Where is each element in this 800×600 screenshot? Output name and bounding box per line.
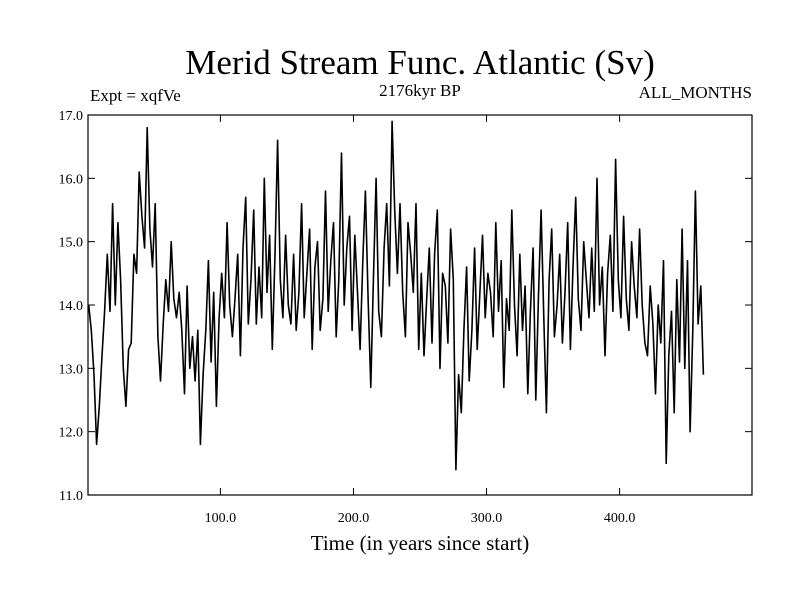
x-tick-label: 200.0 — [338, 511, 370, 526]
y-tick-label: 11.0 — [59, 489, 83, 504]
y-axis: 11.0 12.0 13.0 14.0 15.0 16.0 17.0 — [59, 109, 752, 504]
chart-title: Merid Stream Func. Atlantic (Sv) — [185, 43, 655, 82]
period-label: 2176kyr BP — [379, 81, 461, 100]
x-tick-label: 400.0 — [604, 511, 636, 526]
y-tick-label: 17.0 — [59, 109, 84, 124]
series-layer — [87, 120, 705, 471]
x-tick-label: 300.0 — [471, 511, 503, 526]
y-tick-label: 13.0 — [59, 362, 84, 377]
months-label: ALL_MONTHS — [639, 83, 752, 102]
x-axis-label: Time (in years since start) — [311, 531, 530, 555]
x-axis: 100.0 200.0 300.0 400.0 — [205, 115, 636, 526]
series-line — [87, 120, 705, 471]
y-tick-label: 14.0 — [59, 299, 84, 314]
y-tick-label: 15.0 — [59, 236, 84, 251]
y-tick-label: 16.0 — [59, 172, 84, 187]
plot-frame — [87, 114, 753, 496]
experiment-label: Expt = xqfVe — [90, 86, 181, 105]
x-tick-label: 100.0 — [205, 511, 237, 526]
y-tick-label: 12.0 — [59, 426, 84, 441]
